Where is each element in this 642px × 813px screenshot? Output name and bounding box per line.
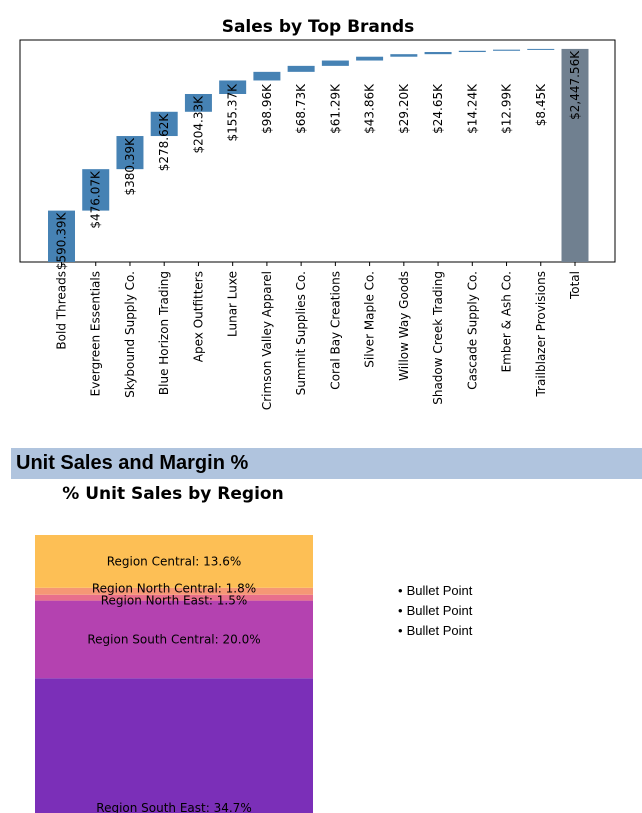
segment-region-central [35, 535, 313, 588]
data-label: $12.99K [500, 83, 514, 134]
data-label: $14.24K [465, 83, 479, 134]
data-label: $68.73K [294, 83, 308, 134]
x-tick-label: Shadow Creek Trading [431, 271, 445, 405]
section-title: Unit Sales and Margin % [16, 452, 249, 474]
segment-region-north-east [35, 594, 313, 601]
data-label: $43.86K [363, 83, 377, 134]
segment-label: Region South Central: 20.0% [87, 632, 260, 646]
x-tick-label: Ember & Ash Co. [500, 271, 514, 372]
region-stacked-chart: Region South East: 34.7% Region South Cen… [35, 535, 313, 813]
bar-trailblazer-provisions [527, 48, 555, 50]
bar-blue-horizon-trading [150, 111, 178, 137]
bar-total [561, 48, 589, 262]
bar-apex-outfitters [184, 93, 212, 112]
segment-label: Region Central: 13.6% [107, 554, 242, 568]
waterfall-chart: Sales by Top Brands $590.39K $476.07K $380… [19, 17, 616, 410]
bullet-list: Bullet Point Bullet Point Bullet Point [398, 581, 473, 641]
bar-crimson-valley-apparel [253, 71, 281, 81]
x-tick-label: Willow Way Goods [397, 271, 411, 381]
x-tick-label: Trailblazer Provisions [534, 271, 548, 398]
data-label: $61.29K [328, 83, 342, 134]
x-tick-label: Skybound Supply Co. [123, 271, 137, 398]
section-banner: Unit Sales and Margin % [11, 448, 642, 479]
segment-region-south-central [35, 600, 313, 679]
data-label: $29.20K [397, 83, 411, 134]
bar-cascade-supply-co- [458, 50, 486, 53]
segment-label: Region North East: 1.5% [101, 594, 248, 608]
x-tick-label: Blue Horizon Trading [157, 271, 171, 395]
x-tick-label: Evergreen Essentials [89, 271, 103, 396]
bar-shadow-creek-trading [424, 52, 452, 55]
segment-region-south-east [35, 678, 313, 813]
segment-region-north-central [35, 587, 313, 595]
bullet-item: Bullet Point [398, 581, 473, 601]
bar-ember-ash-co- [493, 49, 521, 51]
x-tick-label: Bold Threads [55, 271, 69, 350]
bar-lunar-luxe [219, 80, 247, 94]
chart-title: Sales by Top Brands [222, 17, 415, 37]
bar-evergreen-essentials [82, 169, 110, 211]
segment-label: Region South East: 34.7% [96, 801, 251, 813]
x-tick-label: Crimson Valley Apparel [260, 271, 274, 410]
bar-willow-way-goods [390, 54, 418, 57]
data-label: $278.62K [157, 113, 171, 172]
x-tick-label: Silver Maple Co. [363, 271, 377, 368]
data-label: $476.07K [89, 170, 103, 229]
x-tick-label: Coral Bay Creations [328, 271, 342, 390]
data-label: $98.96K [260, 83, 274, 134]
bar-coral-bay-creations [321, 60, 349, 66]
x-tick-label: Lunar Luxe [226, 271, 240, 337]
data-label: $204.33K [191, 95, 205, 154]
segment-label: Region North Central: 1.8% [92, 581, 256, 595]
x-tick-label: Cascade Supply Co. [465, 271, 479, 390]
region-chart-title: % Unit Sales by Region [62, 484, 284, 504]
bar-summit-supplies-co- [287, 65, 315, 72]
plot-area [19, 39, 616, 263]
data-label: $380.39K [123, 137, 137, 196]
data-label: $24.65K [431, 83, 445, 134]
data-label: $155.37K [226, 83, 240, 142]
bar-bold-threads [48, 210, 75, 262]
bullet-item: Bullet Point [398, 621, 473, 641]
data-label: $2,447.56K [568, 50, 582, 120]
bar-skybound-supply-co- [116, 136, 144, 170]
data-label: $590.39K [55, 211, 69, 270]
x-tick-label: Summit Supplies Co. [294, 271, 308, 395]
x-tick-label: Total [568, 271, 582, 300]
bar-silver-maple-co- [356, 56, 384, 61]
data-label: $8.45K [534, 83, 548, 126]
bullet-item: Bullet Point [398, 601, 473, 621]
x-tick-label: Apex Outfitters [191, 271, 205, 362]
